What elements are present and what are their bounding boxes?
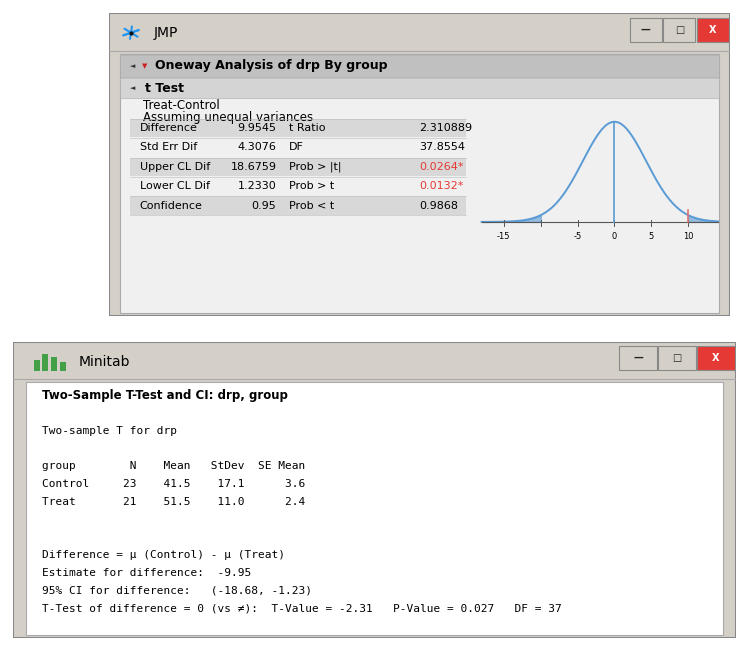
FancyBboxPatch shape	[630, 18, 662, 42]
Bar	[120, 55, 719, 77]
Text: □: □	[673, 353, 682, 363]
Bar	[130, 139, 466, 156]
Text: t Ratio: t Ratio	[289, 123, 325, 133]
FancyBboxPatch shape	[663, 18, 696, 42]
Text: Lower CL Dif: Lower CL Dif	[139, 181, 210, 191]
Text: t Test: t Test	[145, 81, 184, 94]
Text: Two-Sample T-Test and CI: drp, group: Two-Sample T-Test and CI: drp, group	[43, 389, 288, 402]
Text: 10: 10	[683, 232, 694, 241]
Text: Confidence: Confidence	[139, 201, 202, 210]
Text: 5: 5	[649, 232, 654, 241]
Text: Oneway Analysis of drp By group: Oneway Analysis of drp By group	[155, 59, 388, 72]
Text: —: —	[641, 25, 651, 35]
Text: Prob > t: Prob > t	[289, 181, 334, 191]
Text: —: —	[633, 353, 643, 363]
Text: 0.0132*: 0.0132*	[419, 181, 464, 191]
Text: ▼: ▼	[142, 62, 148, 69]
Bar	[26, 382, 724, 635]
Text: Upper CL Dif: Upper CL Dif	[139, 162, 210, 172]
Text: 2.310889: 2.310889	[419, 123, 473, 133]
Text: -5: -5	[574, 232, 582, 241]
Bar	[130, 177, 466, 195]
Text: Treat       21    51.5    11.0      2.4: Treat 21 51.5 11.0 2.4	[43, 497, 306, 506]
Text: ◄: ◄	[130, 85, 135, 91]
Text: 0: 0	[612, 232, 617, 241]
Text: 0.95: 0.95	[252, 201, 276, 210]
FancyBboxPatch shape	[697, 346, 735, 370]
FancyBboxPatch shape	[697, 18, 729, 42]
Text: Prob > |t|: Prob > |t|	[289, 161, 342, 172]
Text: Difference = μ (Control) - μ (Treat): Difference = μ (Control) - μ (Treat)	[43, 550, 285, 560]
Bar	[120, 54, 719, 312]
Text: JMP: JMP	[154, 25, 178, 40]
Text: Prob < t: Prob < t	[289, 201, 334, 210]
Bar	[130, 119, 466, 137]
Text: Two-sample T for drp: Two-sample T for drp	[43, 426, 178, 436]
Text: 1.2330: 1.2330	[237, 181, 276, 191]
Text: Difference: Difference	[139, 123, 198, 133]
Text: X: X	[709, 25, 717, 35]
Text: -15: -15	[497, 232, 511, 241]
Text: 0.9868: 0.9868	[419, 201, 458, 210]
Text: 95% CI for difference:   (-18.68, -1.23): 95% CI for difference: (-18.68, -1.23)	[43, 586, 312, 596]
Text: 37.8554: 37.8554	[419, 143, 465, 152]
Text: 9.9545: 9.9545	[237, 123, 276, 133]
Text: Minitab: Minitab	[79, 355, 130, 368]
Text: Treat-Control: Treat-Control	[143, 99, 219, 112]
Bar	[130, 197, 466, 215]
Text: T-Test of difference = 0 (vs ≠):  T-Value = -2.31   P-Value = 0.027   DF = 37: T-Test of difference = 0 (vs ≠): T-Value…	[43, 603, 562, 613]
Bar	[120, 78, 719, 98]
Text: □: □	[675, 25, 684, 35]
Bar	[34, 359, 40, 371]
Text: 18.6759: 18.6759	[231, 162, 276, 172]
Text: Assuming unequal variances: Assuming unequal variances	[143, 111, 313, 124]
Text: Estimate for difference:  -9.95: Estimate for difference: -9.95	[43, 568, 252, 578]
Text: Control     23    41.5    17.1      3.6: Control 23 41.5 17.1 3.6	[43, 479, 306, 489]
Text: Std Err Dif: Std Err Dif	[139, 143, 197, 152]
Text: X: X	[712, 353, 720, 363]
Text: 4.3076: 4.3076	[237, 143, 276, 152]
Text: 0.0264*: 0.0264*	[419, 162, 464, 172]
FancyBboxPatch shape	[619, 346, 657, 370]
FancyBboxPatch shape	[658, 346, 696, 370]
Text: DF: DF	[289, 143, 304, 152]
Bar	[51, 357, 57, 371]
Bar	[43, 353, 48, 371]
Text: ◄: ◄	[130, 62, 135, 69]
Bar	[60, 362, 65, 371]
Text: group        N    Mean   StDev  SE Mean: group N Mean StDev SE Mean	[43, 461, 306, 471]
Bar	[130, 158, 466, 176]
